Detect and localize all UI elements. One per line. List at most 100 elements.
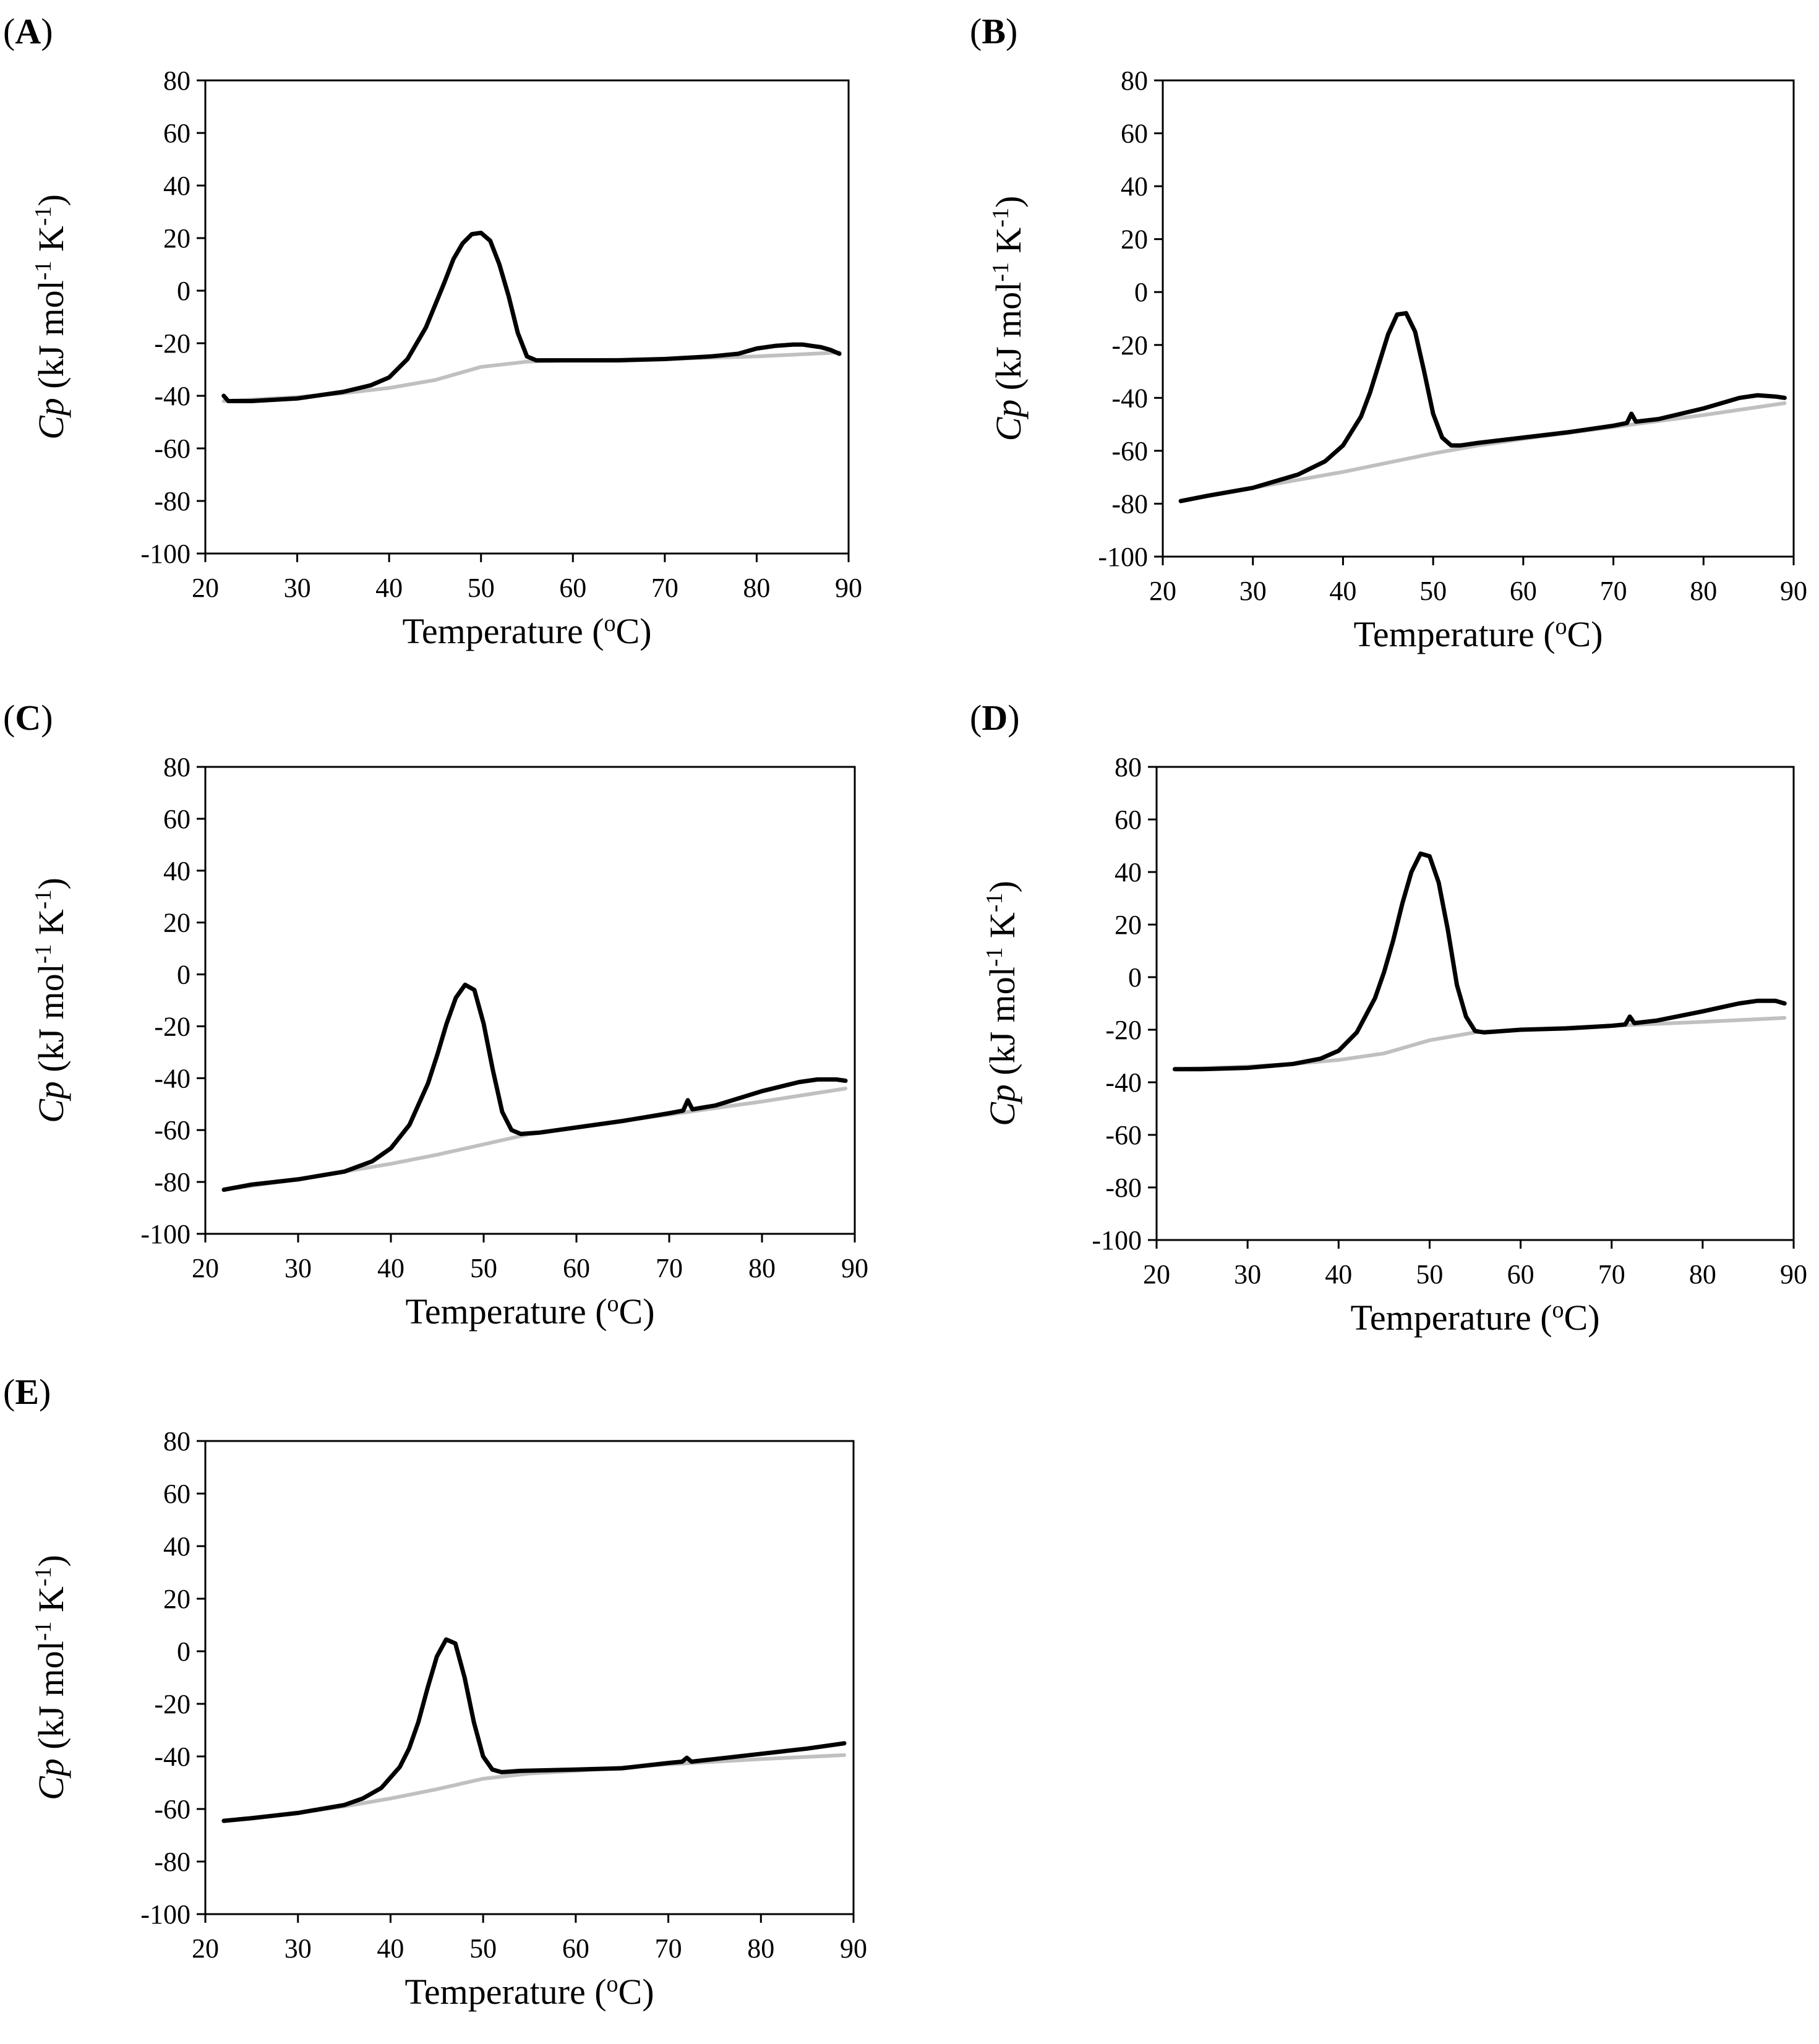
series-measured-line	[221, 231, 842, 403]
y-tick-label: -80	[1105, 1173, 1142, 1203]
y-axis-title: Cp (kJ mol-1 K-1)	[30, 1555, 71, 1800]
y-tick-label: 0	[1134, 277, 1148, 307]
x-tick-label: 40	[375, 573, 403, 603]
x-tick-label: 30	[285, 1253, 312, 1283]
y-tick-label: -60	[1105, 1120, 1142, 1150]
y-tick-label: -80	[154, 486, 190, 516]
x-tick-label: 80	[747, 1933, 774, 1964]
x-tick-label: 70	[655, 1933, 682, 1964]
y-tick-label: 40	[163, 1531, 190, 1562]
x-tick-label: 60	[559, 573, 586, 603]
y-tick-label: -80	[1111, 489, 1148, 519]
x-tick-label: 40	[377, 1253, 404, 1283]
x-tick-label: 70	[1598, 1259, 1625, 1289]
chart-panel-a: (A) -100 -80 -60 -40 -20 0 20 40 60 80 20 30 40 50 60 70…	[3, 11, 862, 651]
y-axis-title: Cp (kJ mol-1 K-1)	[982, 881, 1022, 1126]
y-axis-title: Cp (kJ mol-1 K-1)	[988, 196, 1029, 442]
chart-panel-b: (B) -100 -80 -60 -40 -20 0 20 40 60 80 20 30 40 50 60 70…	[970, 11, 1807, 654]
y-tick-label: 0	[1128, 962, 1142, 993]
y-tick-label: 60	[1115, 805, 1142, 835]
x-axis-title: Temperature (oC)	[404, 1971, 654, 2012]
y-tick-label: -40	[1105, 1067, 1142, 1098]
y-tick-label: 20	[1115, 910, 1142, 940]
x-axis-title: Temperature (oC)	[405, 1291, 654, 1332]
y-tick-label: 20	[1121, 224, 1148, 255]
y-tick-label: -40	[1111, 383, 1148, 413]
x-axis-title: Temperature (oC)	[402, 610, 651, 651]
x-tick-label: 30	[285, 1933, 312, 1964]
y-tick-label: 20	[163, 223, 190, 254]
y-tick-label: 80	[1115, 752, 1142, 782]
x-axis-title: Temperature (oC)	[1353, 614, 1603, 654]
x-tick-label: 50	[470, 1253, 497, 1283]
x-tick-label: 70	[656, 1253, 683, 1283]
x-tick-label: 90	[1780, 1259, 1807, 1289]
chart-panel-e: (E) -100 -80 -60 -40 -20 0 20 40 60 80 20 30 40 50 60 70…	[3, 1372, 867, 2012]
plot-frame	[204, 766, 856, 1235]
y-tick-label: 80	[163, 66, 190, 96]
plot-frame	[204, 79, 850, 555]
x-tick-label: 30	[1234, 1259, 1261, 1289]
y-tick-label: -20	[1105, 1015, 1142, 1045]
y-tick-label: -20	[154, 1689, 190, 1719]
x-tick-label: 50	[1419, 576, 1447, 606]
x-tick-label: 40	[377, 1933, 404, 1964]
y-tick-label: 80	[163, 1426, 190, 1456]
x-tick-label: 50	[468, 573, 495, 603]
x-tick-label: 60	[562, 1933, 589, 1964]
panel-label: (D)	[970, 698, 1020, 738]
y-tick-label: 60	[163, 1479, 190, 1509]
y-tick-label: 20	[163, 908, 190, 938]
chart-panel-c: (C) -100 -80 -60 -40 -20 0 20 40 60 80 20 30 40 50 60 70…	[3, 698, 868, 1332]
panel-label: (C)	[3, 698, 53, 738]
x-tick-label: 50	[1416, 1259, 1443, 1289]
y-tick-label: -100	[140, 1899, 190, 1930]
series-measured-line	[1178, 310, 1787, 503]
x-tick-label: 80	[1689, 1259, 1716, 1289]
x-axis-title: Temperature (oC)	[1350, 1297, 1599, 1338]
y-tick-label: 40	[163, 856, 190, 886]
plot-frame	[204, 1440, 855, 1915]
x-tick-label: 70	[1600, 576, 1627, 606]
x-tick-label: 30	[1239, 576, 1267, 606]
y-tick-label: -100	[1098, 542, 1148, 572]
x-tick-label: 40	[1325, 1259, 1352, 1289]
y-tick-label: 40	[163, 171, 190, 201]
y-tick-label: -80	[154, 1847, 190, 1877]
y-tick-label: 0	[177, 276, 190, 306]
x-tick-label: 20	[192, 573, 219, 603]
x-tick-label: 20	[192, 1933, 219, 1964]
x-tick-label: 90	[1780, 576, 1807, 606]
x-tick-label: 20	[1149, 576, 1176, 606]
y-tick-label: -40	[154, 1742, 190, 1772]
plot-frame	[1162, 79, 1795, 558]
x-tick-label: 20	[192, 1253, 219, 1283]
y-axis-title: Cp (kJ mol-1 K-1)	[30, 878, 71, 1123]
y-tick-label: -60	[1111, 436, 1148, 466]
y-tick-label: 20	[163, 1584, 190, 1614]
chart-panel-d: (D) -100 -80 -60 -40 -20 0 20 40 60 80 20 30 40 50 60 70…	[970, 698, 1807, 1338]
x-tick-label: 60	[563, 1253, 590, 1283]
y-tick-label: -20	[154, 1011, 190, 1041]
y-tick-label: -20	[1111, 330, 1148, 361]
y-tick-label: 60	[163, 118, 190, 148]
y-tick-label: -100	[1092, 1225, 1142, 1255]
y-tick-label: 40	[1121, 171, 1148, 202]
x-tick-label: 90	[840, 1933, 867, 1964]
x-tick-label: 80	[1690, 576, 1717, 606]
x-tick-label: 20	[1143, 1259, 1170, 1289]
y-tick-label: 40	[1115, 857, 1142, 887]
panel-label: (E)	[3, 1372, 51, 1412]
y-tick-label: -80	[154, 1167, 190, 1197]
x-tick-label: 70	[651, 573, 678, 603]
series-measured-line	[221, 1637, 847, 1823]
x-tick-label: 30	[284, 573, 311, 603]
x-tick-label: 90	[841, 1253, 868, 1283]
x-tick-label: 60	[1507, 1259, 1534, 1289]
series-baseline-line	[1179, 401, 1787, 503]
x-tick-label: 80	[748, 1253, 776, 1283]
x-tick-label: 40	[1329, 576, 1356, 606]
series-baseline-line	[1173, 1016, 1787, 1071]
y-tick-label: -60	[154, 1794, 190, 1824]
y-tick-label: 60	[163, 804, 190, 834]
